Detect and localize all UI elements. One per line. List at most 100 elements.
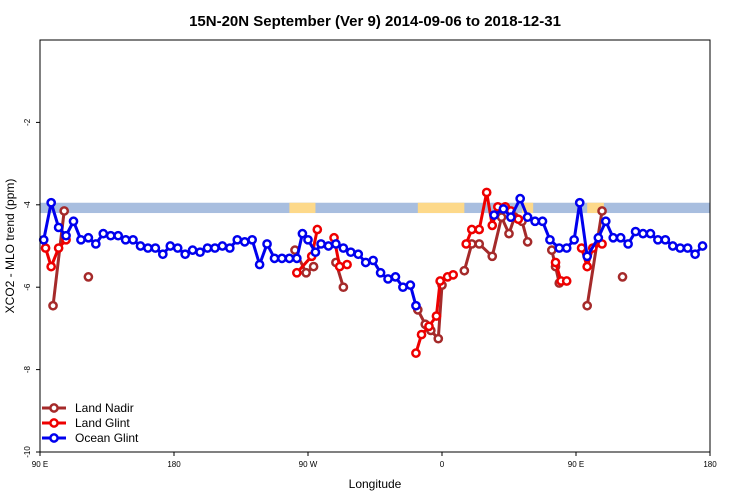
land-band-segment	[289, 202, 316, 214]
data-point-land-nadir	[487, 251, 498, 262]
y-tick-label: -10	[23, 446, 32, 458]
data-point-ocean-glint	[150, 243, 161, 253]
data-point-ocean-glint	[345, 247, 356, 258]
data-point-ocean-glint	[522, 212, 533, 223]
data-point-ocean-glint	[128, 234, 138, 245]
data-point-land-glint	[416, 329, 427, 340]
data-point-land-glint	[424, 321, 434, 332]
data-point-land-nadir	[504, 228, 514, 239]
legend-marker-ocean-glint	[49, 433, 59, 443]
x-tick-label: 90 W	[299, 460, 318, 469]
data-point-ocean-glint	[98, 228, 109, 239]
data-point-land-glint	[487, 220, 498, 231]
data-point-ocean-glint	[675, 243, 686, 253]
data-point-ocean-glint	[53, 222, 64, 233]
data-point-ocean-glint	[247, 234, 258, 245]
data-point-land-glint	[466, 224, 477, 235]
data-point-land-glint	[53, 243, 64, 253]
data-point-ocean-glint	[239, 237, 250, 247]
data-point-ocean-glint	[105, 230, 116, 241]
data-point-ocean-glint	[375, 267, 386, 278]
data-point-land-nadir	[459, 265, 470, 276]
x-tick-label: 90 E	[568, 460, 584, 469]
series-line-land-glint	[44, 238, 68, 272]
data-point-ocean-glint	[600, 216, 611, 227]
data-point-ocean-glint	[202, 243, 213, 253]
data-point-ocean-glint	[120, 234, 131, 245]
series-line-land-nadir	[585, 210, 604, 306]
data-point-ocean-glint	[660, 234, 671, 245]
data-point-land-glint	[576, 243, 587, 253]
data-point-ocean-glint	[530, 216, 540, 227]
legend-label-ocean-glint: Ocean Glint	[75, 431, 139, 445]
data-point-ocean-glint	[405, 280, 416, 290]
data-point-ocean-glint	[172, 243, 183, 253]
data-point-ocean-glint	[554, 243, 565, 253]
data-point-land-glint	[342, 259, 352, 270]
land-band-segment	[417, 202, 465, 214]
data-point-ocean-glint	[697, 241, 708, 251]
x-tick-label: 0	[440, 460, 445, 469]
data-point-land-nadir	[496, 212, 507, 223]
data-point-ocean-glint	[284, 253, 295, 264]
data-point-land-glint	[431, 311, 442, 321]
data-point-ocean-glint	[297, 228, 308, 239]
data-point-land-glint	[461, 239, 472, 249]
data-point-ocean-glint	[195, 247, 205, 258]
axes: 90 E 180 90 W 0 90 E 180 -2 -4 -6 -8 -10	[23, 118, 717, 469]
data-point-land-nadir	[48, 300, 58, 311]
data-point-land-nadir	[522, 237, 533, 247]
land-ocean-band	[40, 202, 710, 214]
data-point-ocean-glint	[180, 249, 191, 260]
data-point-ocean-glint	[68, 216, 79, 227]
data-point-ocean-glint	[76, 234, 86, 245]
data-point-land-glint	[312, 224, 323, 235]
y-axis-label: XCO2 - MLO trend (ppm)	[3, 179, 17, 314]
data-point-ocean-glint	[390, 272, 401, 282]
data-point-land-nadir	[308, 261, 319, 272]
data-point-ocean-glint	[593, 232, 604, 243]
data-point-land-nadir	[433, 333, 444, 344]
data-point-ocean-glint	[217, 241, 228, 251]
data-point-land-glint	[411, 348, 421, 358]
legend-marker-land-nadir	[49, 403, 59, 413]
data-point-ocean-glint	[262, 239, 272, 249]
data-point-ocean-glint	[498, 204, 509, 214]
x-tick-label: 180	[703, 460, 717, 469]
data-point-ocean-glint	[506, 212, 516, 223]
data-point-land-nadir	[582, 300, 593, 311]
data-point-ocean-glint	[224, 243, 235, 253]
data-point-ocean-glint	[316, 239, 326, 249]
plot-frame	[39, 39, 711, 453]
data-point-ocean-glint	[338, 243, 349, 253]
data-point-ocean-glint	[615, 232, 626, 243]
data-point-ocean-glint	[353, 249, 364, 260]
x-axis-label: Longitude	[349, 477, 402, 491]
data-point-land-glint	[481, 187, 492, 198]
data-point-ocean-glint	[143, 243, 153, 253]
data-point-ocean-glint	[157, 249, 168, 260]
data-point-ocean-glint	[489, 210, 499, 220]
data-point-land-nadir	[597, 206, 607, 216]
legend-label-land-glint: Land Glint	[75, 416, 130, 430]
data-point-ocean-glint	[38, 234, 49, 245]
data-point-land-nadir	[338, 282, 349, 293]
data-point-land-glint	[435, 276, 445, 286]
y-tick-label: -2	[23, 118, 32, 126]
data-point-ocean-glint	[667, 241, 678, 251]
data-point-land-glint	[561, 276, 572, 286]
data-point-ocean-glint	[187, 245, 198, 255]
legend-marker-land-glint	[49, 418, 59, 428]
land-band-segment	[587, 202, 604, 214]
data-point-ocean-glint	[277, 253, 287, 264]
data-point-ocean-glint	[323, 241, 334, 251]
data-point-ocean-glint	[582, 251, 593, 262]
chart-title: 15N-20N September (Ver 9) 2014-09-06 to …	[189, 13, 561, 30]
land-band-segment	[522, 202, 534, 214]
y-tick-label: -6	[23, 283, 32, 291]
data-point-ocean-glint	[574, 197, 585, 208]
data-point-ocean-glint	[165, 241, 176, 251]
series-layer	[38, 187, 708, 358]
